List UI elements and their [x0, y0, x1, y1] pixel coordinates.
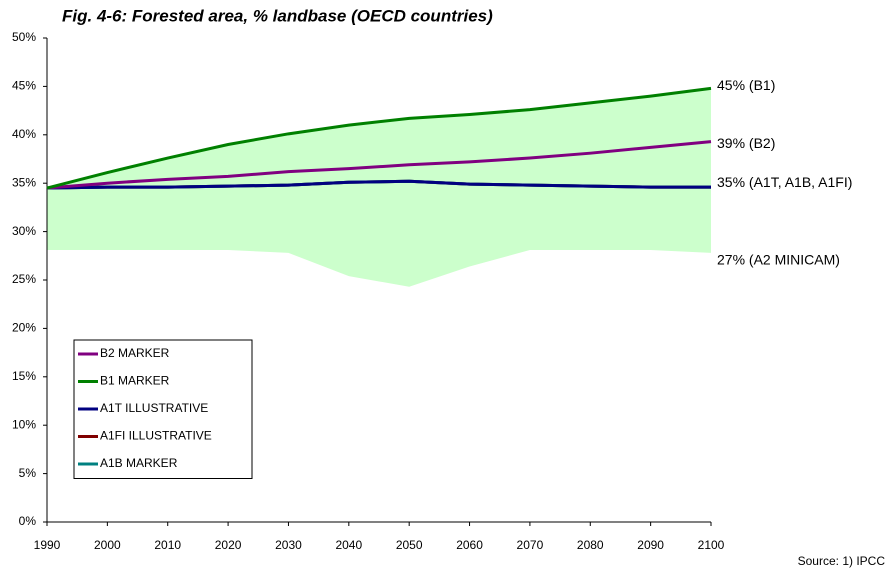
legend-label: B1 MARKER: [100, 374, 170, 388]
y-tick-label: 35%: [12, 175, 36, 189]
annotation: 27% (A2 MINICAM): [717, 251, 840, 267]
x-tick-label: 2020: [215, 538, 242, 552]
y-tick-label: 15%: [12, 369, 36, 383]
legend-label: A1B MARKER: [100, 456, 178, 470]
x-tick-label: 2000: [94, 538, 121, 552]
x-tick-label: 2060: [456, 538, 483, 552]
legend-label: A1FI ILLUSTRATIVE: [100, 429, 212, 443]
x-tick-label: 2010: [154, 538, 181, 552]
annotation: 35% (A1T, A1B, A1FI): [717, 174, 852, 190]
x-tick-label: 1990: [34, 538, 61, 552]
source: Source: 1) IPCC: [798, 554, 886, 568]
y-tick-label: 45%: [12, 79, 36, 93]
x-tick-label: 2040: [335, 538, 362, 552]
x-tick-label: 2100: [698, 538, 725, 552]
y-tick-label: 5%: [19, 466, 37, 480]
x-tick-label: 2080: [577, 538, 604, 552]
y-tick-label: 25%: [12, 272, 36, 286]
range-area: [47, 88, 711, 287]
chart-title: Fig. 4-6: Forested area, % landbase (OEC…: [62, 6, 493, 25]
y-tick-label: 30%: [12, 224, 36, 238]
y-tick-label: 50%: [12, 30, 36, 44]
y-tick-label: 40%: [12, 127, 36, 141]
x-tick-label: 2070: [517, 538, 544, 552]
legend-label: A1T ILLUSTRATIVE: [100, 401, 208, 415]
x-tick-label: 2030: [275, 538, 302, 552]
legend-box: [73, 339, 253, 479]
y-tick-label: 20%: [12, 321, 36, 335]
y-tick-label: 10%: [12, 417, 36, 431]
series-line: [46, 86, 712, 190]
y-tick-label: 0%: [19, 514, 37, 528]
x-tick-label: 2090: [637, 538, 664, 552]
annotation: 45% (B1): [717, 77, 775, 93]
annotation: 39% (B2): [717, 135, 775, 151]
x-tick-label: 2050: [396, 538, 423, 552]
series-line: [46, 140, 712, 190]
series-line: [46, 179, 711, 190]
legend-label: B2 MARKER: [100, 346, 170, 360]
